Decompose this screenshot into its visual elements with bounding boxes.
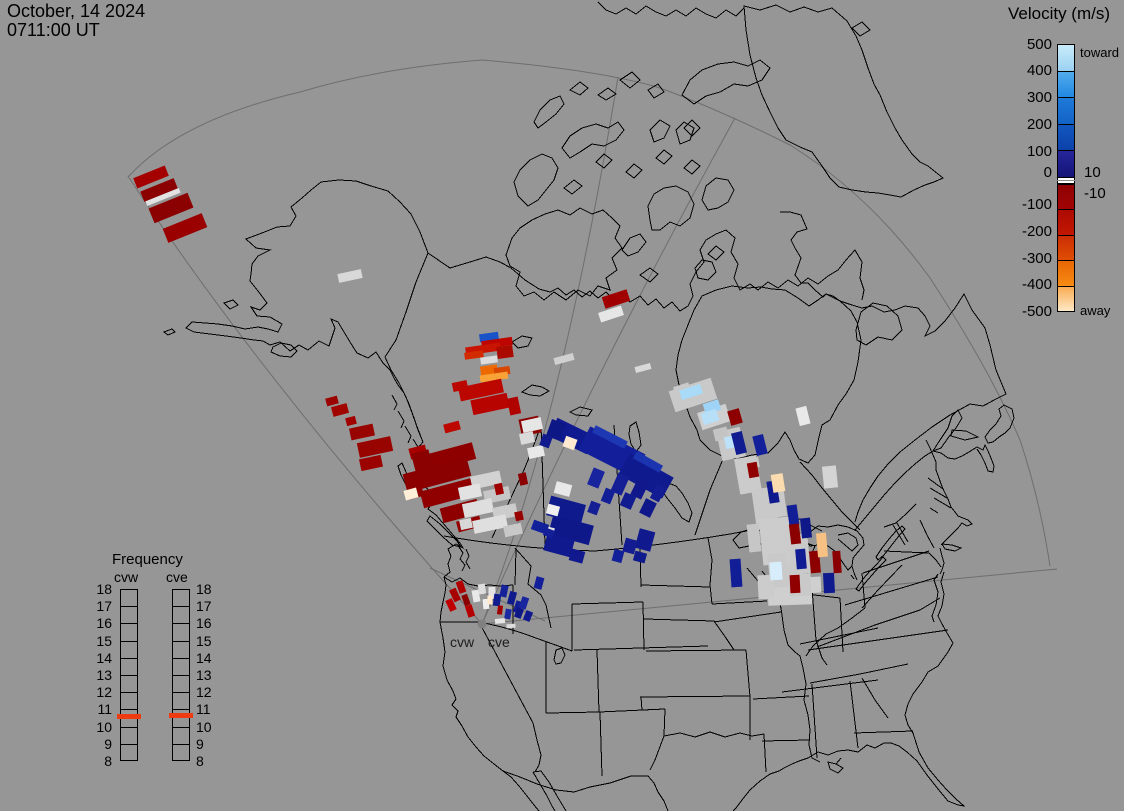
svg-text:cve: cve — [488, 634, 510, 650]
svg-text:cvw: cvw — [450, 634, 475, 650]
